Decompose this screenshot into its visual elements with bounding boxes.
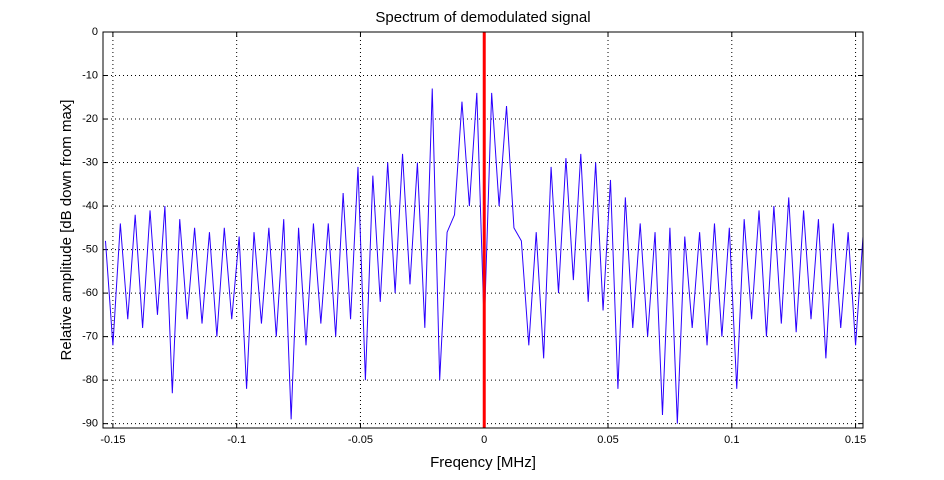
- x-tick-label: 0.15: [845, 434, 866, 446]
- y-tick-label: -70: [82, 331, 98, 343]
- y-tick-label: 0: [92, 26, 98, 38]
- x-tick-label: 0.1: [724, 434, 739, 446]
- x-tick-label: -0.05: [348, 434, 373, 446]
- y-tick-label: -80: [82, 374, 98, 386]
- y-tick-label: -40: [82, 200, 98, 212]
- y-tick-label: -10: [82, 69, 98, 81]
- y-tick-label: -30: [82, 156, 98, 168]
- y-axis-label: Relative amplitude [dB down from max]: [58, 100, 75, 361]
- y-tick-label: -50: [82, 243, 98, 255]
- x-tick-label: 0: [481, 434, 487, 446]
- y-tick-label: -60: [82, 287, 98, 299]
- y-tick-label: -20: [82, 113, 98, 125]
- plot-frame: [102, 31, 864, 429]
- chart-title: Spectrum of demodulated signal: [375, 9, 590, 26]
- y-tick-label: -90: [82, 418, 98, 430]
- x-tick-label: 0.05: [597, 434, 618, 446]
- x-tick-label: -0.1: [227, 434, 246, 446]
- x-axis-label: Freqency [MHz]: [430, 454, 536, 471]
- x-tick-label: -0.15: [100, 434, 125, 446]
